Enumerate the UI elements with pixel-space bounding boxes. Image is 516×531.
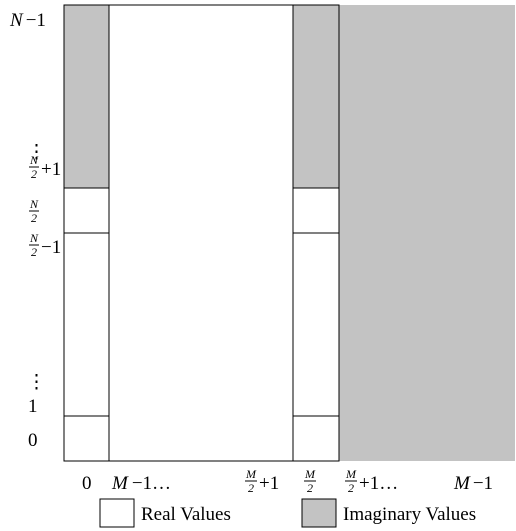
y-label-zero: 0 (28, 430, 38, 451)
real-columns-block (108, 4, 294, 462)
svg-text:2: 2 (307, 481, 313, 495)
y-label-dots-lower: ⋮ (27, 372, 46, 393)
legend-real-swatch (99, 498, 135, 528)
legend-real-label: Real Values (141, 504, 231, 525)
x-axis-labels: 0 M −1… M 2 +1 M 2 M 2 +1… M −1 (82, 467, 493, 495)
y-label-half-plus: N 2 +1 (29, 153, 61, 181)
svg-text:2: 2 (348, 481, 354, 495)
svg-text:M: M (245, 467, 257, 481)
svg-text:2: 2 (248, 481, 254, 495)
svg-text:2: 2 (31, 245, 37, 259)
col0-real-cell-zero (63, 415, 110, 462)
x-label-zero: 0 (82, 473, 92, 494)
legend-imaginary-swatch (301, 498, 337, 528)
svg-text:N: N (29, 153, 39, 167)
col0-real-cell-half (63, 187, 110, 234)
colhalf-real-block-lower (292, 232, 340, 417)
x-label-last: M −1 (453, 473, 493, 494)
legend: Real Values Imaginary Values (99, 498, 476, 528)
colhalf-real-cell-zero (292, 415, 340, 462)
legend-imaginary-label: Imaginary Values (343, 504, 476, 525)
svg-text:M: M (304, 467, 316, 481)
y-label-one: 1 (28, 396, 38, 417)
svg-text:+1: +1 (41, 159, 61, 180)
y-label-dots-upper: ⋮ (27, 142, 46, 163)
y-label-top: N −1 (9, 10, 46, 31)
x-label-half: M 2 (304, 467, 316, 495)
svg-text:2: 2 (31, 211, 37, 225)
col0-imaginary-block (63, 4, 110, 189)
x-label-half-plus-dots: M 2 +1… (345, 467, 398, 495)
grid (63, 4, 515, 462)
svg-text:−1: −1 (41, 237, 61, 258)
col0-real-block-lower (63, 232, 110, 417)
imaginary-columns-block (339, 5, 515, 461)
y-axis-labels: N −1 ⋮ N 2 +1 N 2 N 2 −1 ⋮ 1 0 (9, 10, 61, 451)
y-label-half: N 2 (29, 197, 39, 225)
y-label-half-minus: N 2 −1 (29, 231, 61, 259)
svg-text:N: N (29, 197, 39, 211)
x-label-half-plus: M 2 +1 (245, 467, 279, 495)
svg-text:+1: +1 (259, 473, 279, 494)
svg-text:+1…: +1… (359, 473, 398, 494)
colhalf-imaginary-block (292, 4, 340, 189)
colhalf-real-cell-half (292, 187, 340, 234)
x-label-m-minus: M −1… (111, 473, 171, 494)
svg-text:N: N (29, 231, 39, 245)
svg-text:M: M (345, 467, 357, 481)
svg-text:2: 2 (31, 167, 37, 181)
